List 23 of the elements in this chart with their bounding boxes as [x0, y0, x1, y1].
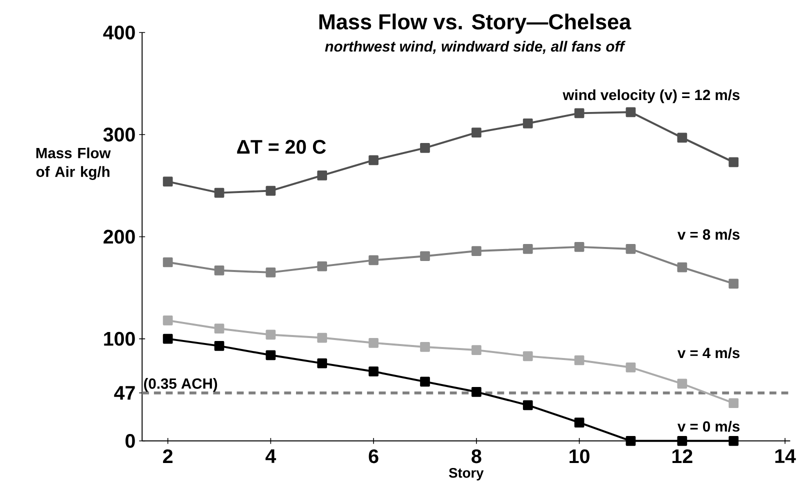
- series-label: v = 4 m/s: [678, 347, 740, 358]
- chart-title: Mass Flow vs. Story—Chelsea: [319, 14, 632, 34]
- y-tick-label: 400: [103, 26, 135, 40]
- x-tick-label: 10: [570, 449, 590, 464]
- annotation: ΔT = 20 C: [237, 140, 326, 154]
- y-tick-label: 100: [104, 332, 135, 346]
- ref-line-label: (0.35 ACH): [144, 378, 218, 392]
- x-axis-title: Story: [448, 468, 484, 480]
- y-tick-label: 200: [104, 230, 135, 244]
- text: northwest wind, windward side, all fans off: [325, 40, 626, 54]
- x-tick-label: 14: [775, 449, 796, 463]
- y-tick-label: 300: [103, 128, 135, 142]
- x-tick-label: 8: [472, 449, 482, 464]
- x-tick-label: 4: [266, 449, 276, 463]
- y-tick-label: 47: [114, 386, 135, 400]
- series-label: wind velocity (v) = 12 m/s: [562, 89, 740, 104]
- series-label: v = 0 m/s: [678, 420, 740, 432]
- series-label: v = 8 m/s: [678, 228, 740, 240]
- x-tick-label: 6: [368, 449, 378, 464]
- y-tick-label: 0: [126, 434, 135, 448]
- y-axis-title: Mass Flow of Air kg/h: [36, 147, 111, 180]
- x-tick-label: 12: [672, 449, 692, 464]
- x-tick-label: 2: [163, 449, 173, 464]
